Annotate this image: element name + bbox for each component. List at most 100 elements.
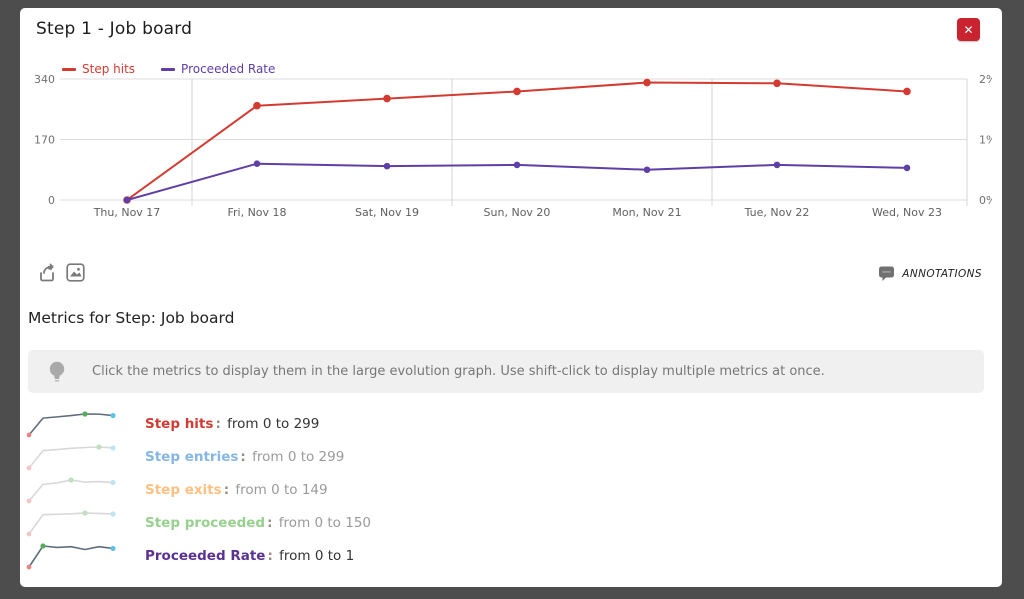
evolution-chart: Step hits Proceeded Rate 0 0% 170 1% 340 2% Th… xyxy=(20,58,1002,228)
share-icon[interactable] xyxy=(38,262,59,287)
spark-max-dot xyxy=(96,443,102,450)
metric-range: from 0 to 1 xyxy=(279,547,355,564)
x-axis-tick: Sun, Nov 20 xyxy=(484,206,551,219)
spark-max-dot xyxy=(82,509,88,516)
x-axis-tick: Sat, Nov 19 xyxy=(355,206,419,219)
spark-first-dot xyxy=(26,432,32,437)
data-point xyxy=(513,87,521,96)
data-point xyxy=(643,78,651,87)
spark-last-dot xyxy=(110,510,116,517)
lightbulb-icon xyxy=(49,361,65,382)
metric-colon: : xyxy=(267,514,273,531)
x-axis-tick: Thu, Nov 17 xyxy=(93,206,161,219)
spark-max-dot xyxy=(82,410,88,417)
spark-line xyxy=(28,544,114,567)
data-point xyxy=(383,162,391,170)
spark-line xyxy=(28,478,114,502)
metric-label: Step exits xyxy=(145,481,222,498)
data-point xyxy=(773,161,781,169)
y-axis-tick-left: 340 xyxy=(34,73,55,86)
metric-range: from 0 to 150 xyxy=(278,514,371,531)
data-point xyxy=(123,196,131,204)
metric-range: from 0 to 299 xyxy=(227,415,320,432)
metric-label: Step proceeded xyxy=(145,514,266,531)
legend-label: Proceeded Rate xyxy=(181,62,276,76)
y-axis-tick-right: 2% xyxy=(979,73,992,86)
metrics-list: Step hits: from 0 to 299 Step entries: f… xyxy=(25,407,725,572)
metric-colon: : xyxy=(267,547,273,564)
metric-colon: : xyxy=(240,448,246,465)
metric-label: Proceeded Rate xyxy=(145,547,266,564)
metric-colon: : xyxy=(215,415,221,432)
spark-first-dot xyxy=(26,465,32,470)
y-axis-tick-right: 0% xyxy=(979,194,992,207)
legend-swatch-red xyxy=(62,67,76,71)
data-point xyxy=(513,161,521,169)
spark-first-dot xyxy=(26,498,32,503)
sparkline-step-exits xyxy=(26,476,116,503)
metric-text: Step exits: from 0 to 149 xyxy=(145,482,328,498)
spark-last-dot xyxy=(110,412,116,418)
y-axis-tick-right: 1% xyxy=(979,134,992,147)
sparkline-step-entries xyxy=(26,443,116,470)
spark-max-dot xyxy=(68,476,74,483)
spark-line xyxy=(28,412,114,436)
page-title: Step 1 - Job board xyxy=(36,19,193,39)
metric-row-step-exits[interactable]: Step exits: from 0 to 149 xyxy=(25,473,725,506)
data-point xyxy=(903,87,911,96)
sparkline-proceeded-rate xyxy=(26,542,116,569)
spark-max-dot xyxy=(40,542,46,549)
metric-row-step-proceeded[interactable]: Step proceeded: from 0 to 150 xyxy=(25,506,725,539)
annotations-button[interactable]: ANNOTATIONS xyxy=(878,265,982,282)
metric-range: from 0 to 149 xyxy=(235,481,328,498)
spark-last-dot xyxy=(110,444,116,451)
close-button[interactable]: ✕ xyxy=(957,18,980,41)
annotations-label: ANNOTATIONS xyxy=(902,267,982,280)
data-point xyxy=(253,160,261,167)
metric-label: Step entries xyxy=(145,448,239,465)
sparkline-step-proceeded xyxy=(26,509,116,536)
data-point xyxy=(643,166,651,174)
spark-last-dot xyxy=(110,545,116,551)
metric-label: Step hits xyxy=(145,415,214,432)
spark-first-dot xyxy=(26,564,32,569)
series-line-step-hits xyxy=(126,81,908,201)
data-point xyxy=(903,164,911,172)
data-point xyxy=(773,79,781,88)
metric-row-step-entries[interactable]: Step entries: from 0 to 299 xyxy=(25,440,725,473)
y-axis-tick-left: 170 xyxy=(34,134,55,147)
metrics-section-title: Metrics for Step: Job board xyxy=(28,309,235,327)
legend-swatch-purple xyxy=(161,67,176,71)
image-icon[interactable] xyxy=(66,263,85,286)
speech-bubble-icon xyxy=(879,266,895,281)
spark-first-dot xyxy=(26,531,32,536)
legend-label: Step hits xyxy=(82,62,136,76)
metric-text: Step hits: from 0 to 299 xyxy=(145,416,319,432)
x-axis-tick: Mon, Nov 21 xyxy=(612,206,681,219)
metric-text: Step proceeded: from 0 to 150 xyxy=(145,515,371,531)
metric-text: Step entries: from 0 to 299 xyxy=(145,449,344,465)
metric-colon: : xyxy=(223,481,230,498)
x-axis-tick: Tue, Nov 22 xyxy=(744,206,810,219)
chart-legend: Step hits Proceeded Rate xyxy=(62,62,275,76)
data-point xyxy=(383,94,391,103)
legend-item-proceeded-rate[interactable]: Proceeded Rate xyxy=(161,62,275,76)
chart-canvas: 0 0% 170 1% 340 2% Thu, Nov 17 Fri, Nov 18 Sat, … xyxy=(34,73,992,219)
metric-row-step-hits[interactable]: Step hits: from 0 to 299 xyxy=(25,407,725,440)
series-line-proceeded-rate xyxy=(126,162,908,201)
y-axis-tick-left: 0 xyxy=(48,194,55,207)
spark-line xyxy=(28,511,114,534)
hint-text: Click the metrics to display them in the… xyxy=(92,364,825,379)
x-axis-tick: Wed, Nov 23 xyxy=(872,206,942,219)
spark-last-dot xyxy=(110,479,116,485)
legend-item-step-hits[interactable]: Step hits xyxy=(62,62,135,76)
x-axis-tick: Fri, Nov 18 xyxy=(227,206,286,219)
metric-text: Proceeded Rate: from 0 to 1 xyxy=(145,548,354,564)
sparkline-step-hits xyxy=(26,410,116,437)
hint-box: Click the metrics to display them in the… xyxy=(28,350,984,393)
metric-row-proceeded-rate[interactable]: Proceeded Rate: from 0 to 1 xyxy=(25,539,725,572)
spark-line xyxy=(28,445,114,469)
data-point xyxy=(253,101,261,110)
modal-dialog: Step 1 - Job board ✕ Step hits Proceeded… xyxy=(20,8,1002,587)
metric-range: from 0 to 299 xyxy=(252,448,345,465)
